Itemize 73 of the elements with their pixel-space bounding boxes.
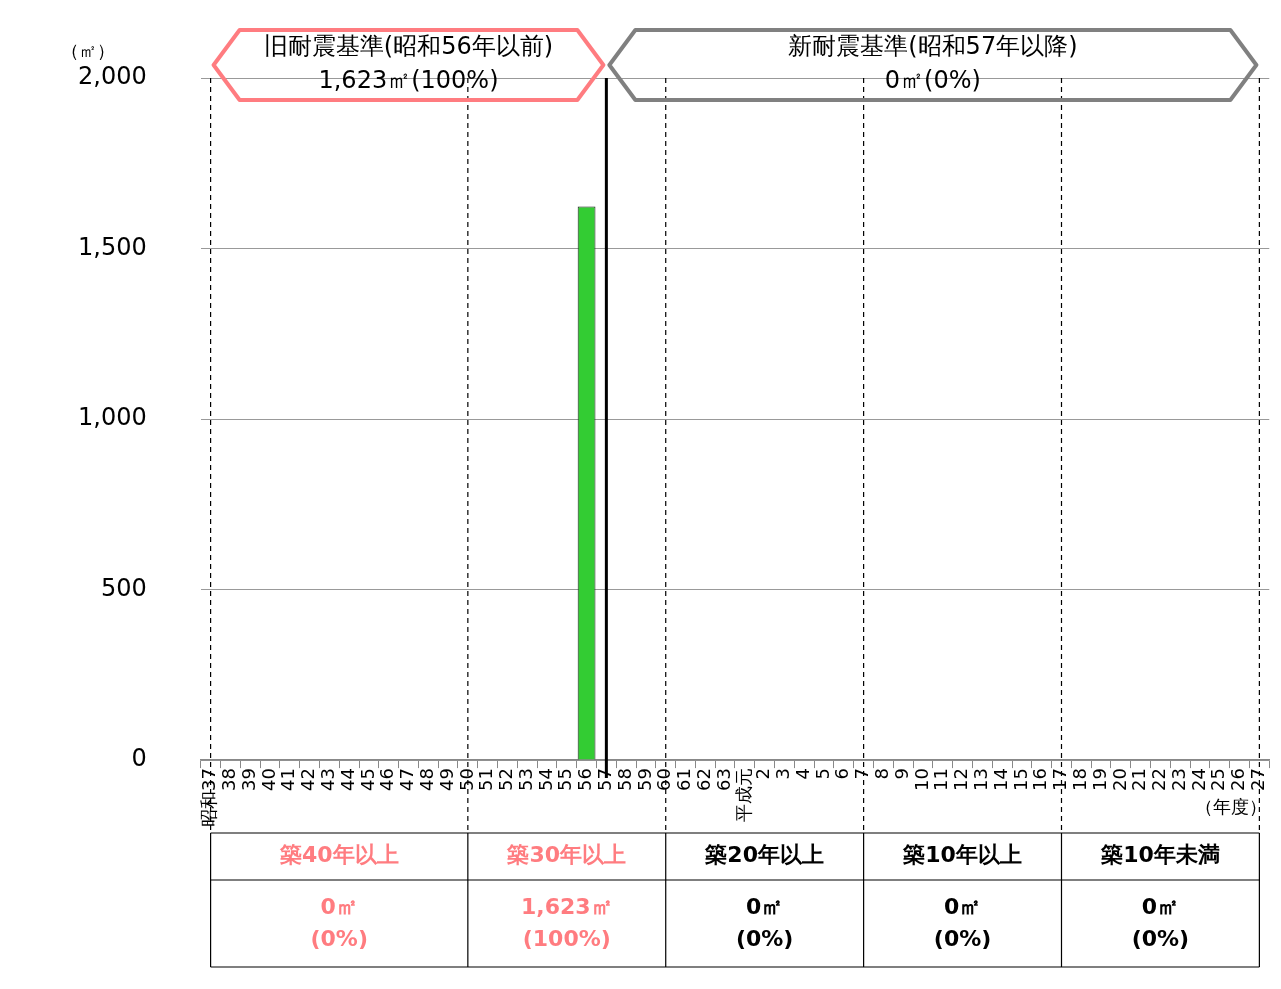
x-tick-label: 22 (1148, 768, 1170, 791)
x-tick-label: 7 (851, 768, 873, 780)
x-tick-label: 15 (1009, 768, 1031, 791)
x-tick-label: 53 (514, 768, 536, 791)
x-tick-label: 42 (297, 768, 319, 791)
x-tick-label: 57 (594, 768, 616, 791)
x-tick-label: 63 (712, 768, 734, 791)
x-tick-label: 10 (910, 768, 932, 791)
x-tick-label: 13 (970, 768, 992, 791)
x-tick-label: 平成元 (732, 768, 754, 823)
x-tick-label: 14 (989, 768, 1011, 791)
x-tick-label: 24 (1187, 768, 1209, 791)
x-tick-label: 16 (1029, 768, 1051, 791)
x-tick-label: 58 (613, 768, 635, 791)
x-tick-label: 4 (791, 768, 813, 780)
x-tick-label: 昭和37 (198, 768, 220, 827)
text: 築10年未満 (1100, 842, 1220, 868)
x-tick-label: 54 (534, 768, 556, 791)
x-tick-label: 61 (673, 768, 695, 791)
y-axis-title: （㎡） (61, 39, 115, 61)
x-tick-label: 2 (752, 768, 774, 780)
x-tick-label: 47 (396, 768, 418, 791)
x-tick-label: 56 (574, 768, 596, 791)
annotation: 旧耐震基準(昭和56年以前) 1,623㎡(100%) (263, 32, 554, 95)
text: （年度） (1195, 795, 1268, 817)
x-tick-label: 5 (811, 768, 833, 780)
x-tick-label: 44 (336, 768, 358, 791)
x-tick-label: 51 (475, 768, 497, 791)
x-tick-label: 50 (455, 768, 477, 791)
y-tick-label: 0 (131, 744, 147, 773)
x-tick-label: 49 (435, 768, 457, 791)
x-tick-label: 40 (257, 768, 279, 791)
x-tick-label: 52 (495, 768, 517, 791)
annotation: 新耐震基準(昭和57年以降) 0㎡(0%) (788, 32, 1078, 95)
x-tick-label: 38 (218, 768, 240, 791)
x-tick-label: 9 (890, 768, 912, 780)
y-tick-label: 1,000 (77, 403, 147, 432)
x-tick-label: 26 (1227, 768, 1249, 791)
x-tick-label: 8 (871, 768, 893, 780)
x-tick-label: 59 (633, 768, 655, 791)
text: 0㎡ (0%) (933, 893, 992, 951)
x-tick-label: 41 (277, 768, 299, 791)
text: 0㎡ (0%) (310, 893, 368, 951)
x-tick-label: 62 (692, 768, 714, 791)
x-tick-label: 20 (1108, 768, 1130, 791)
x-tick-label: 45 (356, 768, 378, 791)
x-tick-label: 18 (1068, 768, 1090, 791)
x-tick-label: 17 (1049, 768, 1071, 791)
text: 1,623㎡ (100%) (520, 893, 613, 951)
x-tick-label: 3 (772, 768, 794, 780)
text: 築30年以上 (506, 842, 627, 868)
x-tick-label: 27 (1247, 768, 1269, 791)
x-tick-label: 23 (1167, 768, 1189, 791)
x-tick-label: 55 (554, 768, 576, 791)
y-tick-label: 2,000 (77, 62, 147, 91)
x-tick-label: 12 (950, 768, 972, 791)
x-tick-label: 21 (1128, 768, 1150, 791)
text: 築40年以上 (278, 842, 399, 868)
x-tick-label: 6 (831, 768, 853, 780)
x-tick-label: 60 (653, 768, 675, 791)
x-tick-label: 46 (376, 768, 398, 791)
x-tick-label: 39 (237, 768, 259, 791)
x-tick-label: 11 (930, 768, 952, 791)
x-tick-label: 48 (415, 768, 437, 791)
text: 0㎡ (0%) (735, 893, 794, 951)
y-tick-label: 1,500 (77, 232, 147, 261)
x-tick-label: 19 (1088, 768, 1110, 791)
text: 築20年以上 (704, 842, 824, 868)
x-tick-label: 25 (1207, 768, 1229, 791)
x-tick-label: 43 (317, 768, 338, 791)
text: 0㎡ (0%) (1131, 893, 1190, 951)
y-tick-label: 500 (100, 573, 147, 602)
text: 築10年以上 (902, 842, 1022, 868)
